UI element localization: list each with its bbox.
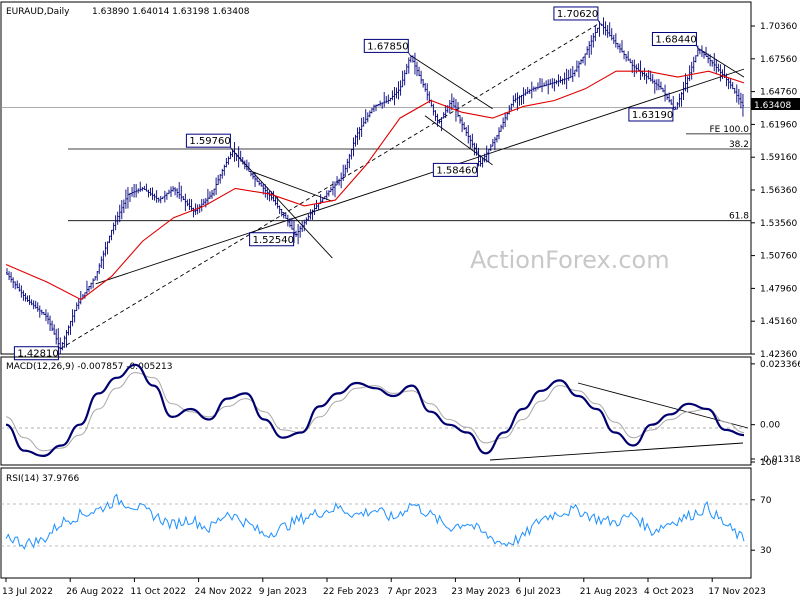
fib-level-label: 61.8 bbox=[729, 212, 749, 222]
falling-trend-line bbox=[424, 115, 493, 166]
date-tick-label: 17 Nov 2023 bbox=[708, 587, 766, 597]
date-tick-label: 26 Aug 2022 bbox=[66, 587, 124, 597]
date-tick-label: 9 Jan 2023 bbox=[259, 587, 307, 597]
swing-label-pointer bbox=[230, 146, 233, 151]
macd-tick-label: -0.013186 bbox=[760, 455, 800, 465]
date-tick-label: 24 Nov 2022 bbox=[195, 587, 253, 597]
last-price-box bbox=[751, 98, 800, 110]
rsi-axis: 100 70 30 bbox=[751, 458, 777, 556]
price-tick-label: 1.67560 bbox=[760, 55, 797, 65]
swing-label-box bbox=[432, 162, 478, 177]
macd-axis: 0.023366 0.00 -0.013186 bbox=[751, 360, 800, 465]
swing-label-box bbox=[13, 346, 59, 361]
last-price-marker: 1.63408 bbox=[751, 98, 800, 111]
moving-average-line bbox=[5, 70, 745, 301]
date-tick-label: 21 Aug 2023 bbox=[580, 587, 638, 597]
dashed-channel-line bbox=[60, 22, 601, 350]
ohlc-values: 1.63890 1.64014 1.63198 1.63408 bbox=[92, 7, 250, 17]
price-tick-label: 1.42360 bbox=[760, 350, 797, 360]
macd-trendline-lower bbox=[489, 442, 744, 461]
price-tick-label: 1.45160 bbox=[760, 317, 797, 327]
rsi-panel: RSI(14) 37.9766 100 70 30 bbox=[0, 458, 777, 579]
rsi-title: RSI(14) 37.9766 bbox=[6, 474, 79, 484]
rsi-tick-label: 100 bbox=[760, 458, 777, 468]
swing-label-pointer bbox=[597, 19, 601, 24]
macd-tick-label: 0.023366 bbox=[760, 360, 800, 370]
long-term-support-line bbox=[95, 68, 745, 285]
swing-label-pointer bbox=[696, 45, 699, 49]
price-tick-label: 1.61960 bbox=[760, 120, 797, 130]
swing-label-text: 1.63190 bbox=[632, 110, 673, 121]
price-tick-label: 1.59160 bbox=[760, 153, 797, 163]
swing-label-text: 1.52540 bbox=[253, 235, 294, 246]
macd-title: MACD(12,26,9) -0.007857 -0.005213 bbox=[6, 362, 172, 372]
swing-label-pointer bbox=[477, 163, 480, 166]
watermark: ActionForex.com bbox=[470, 246, 670, 274]
macd-main-line bbox=[5, 363, 745, 458]
rsi-tick-label: 30 bbox=[760, 546, 772, 556]
rsi-tick-label: 70 bbox=[760, 496, 772, 506]
price-tick-label: 1.50760 bbox=[760, 252, 797, 262]
swing-labels: 1.42810 1.59760 1.52540 1.67850 1.58460 1.706… bbox=[13, 6, 699, 361]
falling-trend-line bbox=[252, 171, 333, 202]
price-panel: ActionForex.com EURAUD,Daily 1.63890 1.6… bbox=[0, 1, 800, 361]
macd-signal-line bbox=[5, 372, 745, 452]
rsi-line bbox=[5, 493, 745, 550]
chart-title: EURAUD,Daily bbox=[6, 7, 70, 17]
price-tick-label: 1.56360 bbox=[760, 186, 797, 196]
date-tick-label: 23 May 2023 bbox=[451, 587, 510, 597]
macd-panel: MACD(12,26,9) -0.007857 -0.005213 0.0233… bbox=[0, 356, 800, 466]
macd-panel-frame bbox=[0, 356, 752, 466]
last-price-label: 1.63408 bbox=[754, 101, 791, 111]
price-tick-label: 1.47960 bbox=[760, 284, 797, 294]
rsi-panel-frame bbox=[0, 467, 752, 579]
falling-trend-line bbox=[410, 55, 493, 110]
swing-label-box bbox=[363, 38, 409, 53]
swing-label-pointer bbox=[293, 232, 296, 236]
macd-tick-label: 0.00 bbox=[760, 421, 780, 431]
swing-label-box bbox=[628, 107, 674, 122]
swing-label-pointer bbox=[407, 52, 411, 56]
price-tick-label: 1.64760 bbox=[760, 88, 797, 98]
fib-level-label: 38.2 bbox=[729, 140, 749, 150]
trend-lines bbox=[60, 22, 745, 350]
date-tick-label: 22 Feb 2023 bbox=[323, 587, 379, 597]
price-panel-frame bbox=[0, 1, 752, 355]
swing-label-text: 1.58460 bbox=[436, 165, 477, 176]
date-tick-label: 7 Apr 2023 bbox=[387, 587, 437, 597]
date-tick-label: 6 Jul 2023 bbox=[516, 587, 561, 597]
swing-label-box bbox=[553, 6, 599, 21]
fib-level-label: FE 100.0 bbox=[710, 125, 750, 135]
swing-label-text: 1.59760 bbox=[189, 136, 230, 147]
date-tick-label: 13 Jul 2022 bbox=[2, 587, 53, 597]
price-tick-label: 1.70360 bbox=[760, 22, 797, 32]
date-axis: 13 Jul 2022 26 Aug 2022 11 Oct 2022 24 Nov … bbox=[2, 578, 766, 597]
price-bars bbox=[6, 17, 744, 355]
macd-trendline-upper bbox=[577, 382, 749, 429]
price-axis: 1.70360 1.67560 1.64760 1.61960 1.59160 1.563… bbox=[751, 22, 797, 360]
swing-label-box bbox=[651, 32, 697, 47]
swing-label-text: 1.42810 bbox=[17, 349, 58, 360]
swing-label-box bbox=[249, 232, 295, 247]
swing-label-text: 1.67850 bbox=[367, 41, 408, 52]
date-tick-label: 4 Oct 2023 bbox=[644, 587, 694, 597]
swing-label-pointer bbox=[58, 346, 61, 350]
swing-label-box bbox=[185, 133, 231, 148]
date-tick-label: 11 Oct 2022 bbox=[130, 587, 186, 597]
swing-label-text: 1.70620 bbox=[557, 9, 598, 20]
swing-label-text: 1.68440 bbox=[655, 35, 696, 46]
swing-label-pointer bbox=[672, 107, 676, 111]
price-tick-label: 1.53560 bbox=[760, 219, 797, 229]
